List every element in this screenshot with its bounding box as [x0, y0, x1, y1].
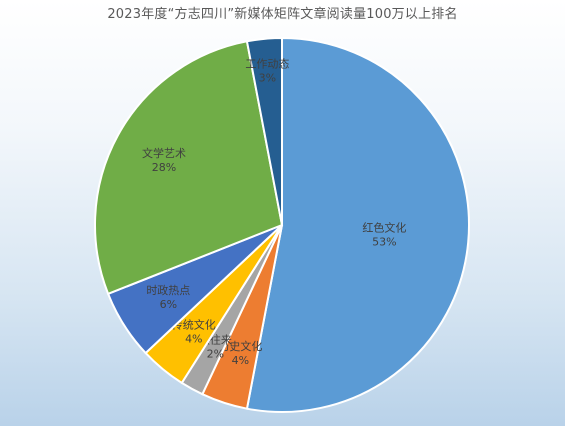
slice-percent-label: 4%: [185, 333, 202, 346]
slice-category-label: 历史文化: [218, 339, 262, 353]
slice-category-label: 文学艺术: [142, 146, 186, 160]
pie-slice-6: [94, 40, 284, 296]
slice-percent-label: 6%: [160, 298, 177, 311]
slice-percent-label: 53%: [372, 236, 396, 249]
slice-category-label: 红色文化: [362, 221, 406, 235]
slice-category-label: 工作动态: [245, 57, 289, 70]
slice-percent-label: 3%: [259, 71, 276, 84]
slice-percent-label: 4%: [232, 354, 249, 367]
pie-slice-7: [245, 36, 283, 226]
slice-percent-label: 28%: [152, 161, 176, 174]
slice-category-label: 时政热点: [146, 283, 190, 297]
slice-category-label: 传统文化: [172, 318, 216, 332]
pie-slice-1: [245, 36, 470, 413]
slice-percent-label: 2%: [207, 347, 224, 360]
chart-title: 2023年度“方志四川”新媒体矩阵文章阅读量100万以上排名: [107, 7, 458, 22]
